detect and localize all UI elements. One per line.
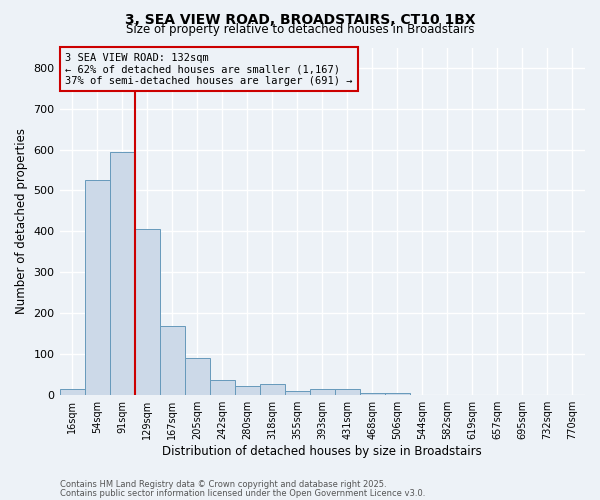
Bar xyxy=(110,152,134,394)
Bar xyxy=(160,326,185,394)
Bar xyxy=(285,392,310,394)
Bar xyxy=(185,358,209,395)
Bar xyxy=(385,393,410,394)
Text: 3, SEA VIEW ROAD, BROADSTAIRS, CT10 1BX: 3, SEA VIEW ROAD, BROADSTAIRS, CT10 1BX xyxy=(125,12,475,26)
Y-axis label: Number of detached properties: Number of detached properties xyxy=(15,128,28,314)
Bar xyxy=(59,390,85,394)
Bar xyxy=(209,380,235,394)
Bar xyxy=(335,390,360,394)
Bar xyxy=(85,180,110,394)
Bar xyxy=(235,386,260,394)
Bar xyxy=(310,390,335,394)
Bar xyxy=(134,230,160,394)
Bar xyxy=(260,384,285,394)
Bar xyxy=(360,392,385,394)
X-axis label: Distribution of detached houses by size in Broadstairs: Distribution of detached houses by size … xyxy=(163,444,482,458)
Text: Contains HM Land Registry data © Crown copyright and database right 2025.: Contains HM Land Registry data © Crown c… xyxy=(60,480,386,489)
Text: Contains public sector information licensed under the Open Government Licence v3: Contains public sector information licen… xyxy=(60,488,425,498)
Text: Size of property relative to detached houses in Broadstairs: Size of property relative to detached ho… xyxy=(126,22,474,36)
Text: 3 SEA VIEW ROAD: 132sqm
← 62% of detached houses are smaller (1,167)
37% of semi: 3 SEA VIEW ROAD: 132sqm ← 62% of detache… xyxy=(65,52,352,86)
